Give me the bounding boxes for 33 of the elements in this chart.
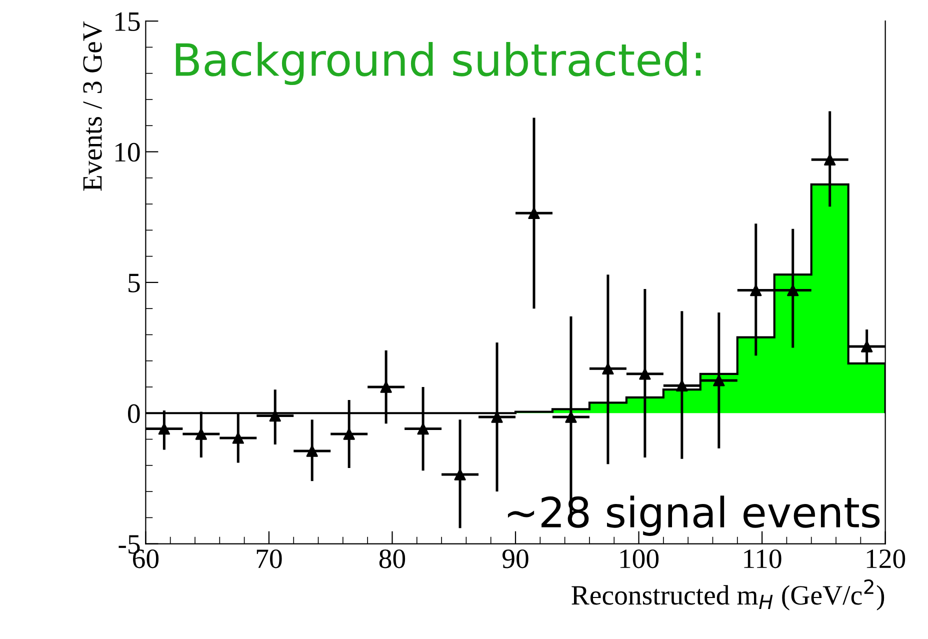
point (269, 410, 281, 422)
point (232, 432, 244, 444)
chart-title: Background subtracted: (176, 42, 701, 86)
point (195, 428, 208, 440)
x-tick-label: 90 (502, 549, 528, 568)
y-tick-label: 10 (116, 142, 140, 162)
annotation: ~28 signal events (508, 496, 880, 536)
x-tick-label: 100 (620, 549, 659, 568)
point (824, 154, 836, 166)
point (528, 207, 540, 220)
point (380, 381, 392, 393)
x-tick-label: 70 (256, 549, 282, 568)
point (454, 468, 466, 480)
x-tick-label: 120 (866, 549, 906, 568)
point (713, 374, 725, 386)
point (750, 284, 762, 296)
x-tick-label: 80 (379, 549, 406, 568)
point (639, 368, 651, 380)
point (565, 411, 577, 423)
point (602, 362, 614, 375)
point (787, 284, 799, 296)
y-tick-label: 5 (128, 274, 140, 292)
y-tick-label: 0 (128, 404, 140, 424)
y-tick-label: 15 (116, 12, 140, 31)
x-axis-title: Reconstructed m$_{H}$ (GeV/c$^{2}$) (572, 579, 884, 610)
point (417, 422, 429, 435)
x-tick-label: 110 (744, 549, 782, 568)
point (343, 428, 355, 440)
point (158, 422, 170, 435)
point (306, 445, 318, 457)
point (676, 380, 688, 392)
y-axis-title: Events / 3 GeV (83, 21, 102, 191)
point (860, 340, 873, 352)
